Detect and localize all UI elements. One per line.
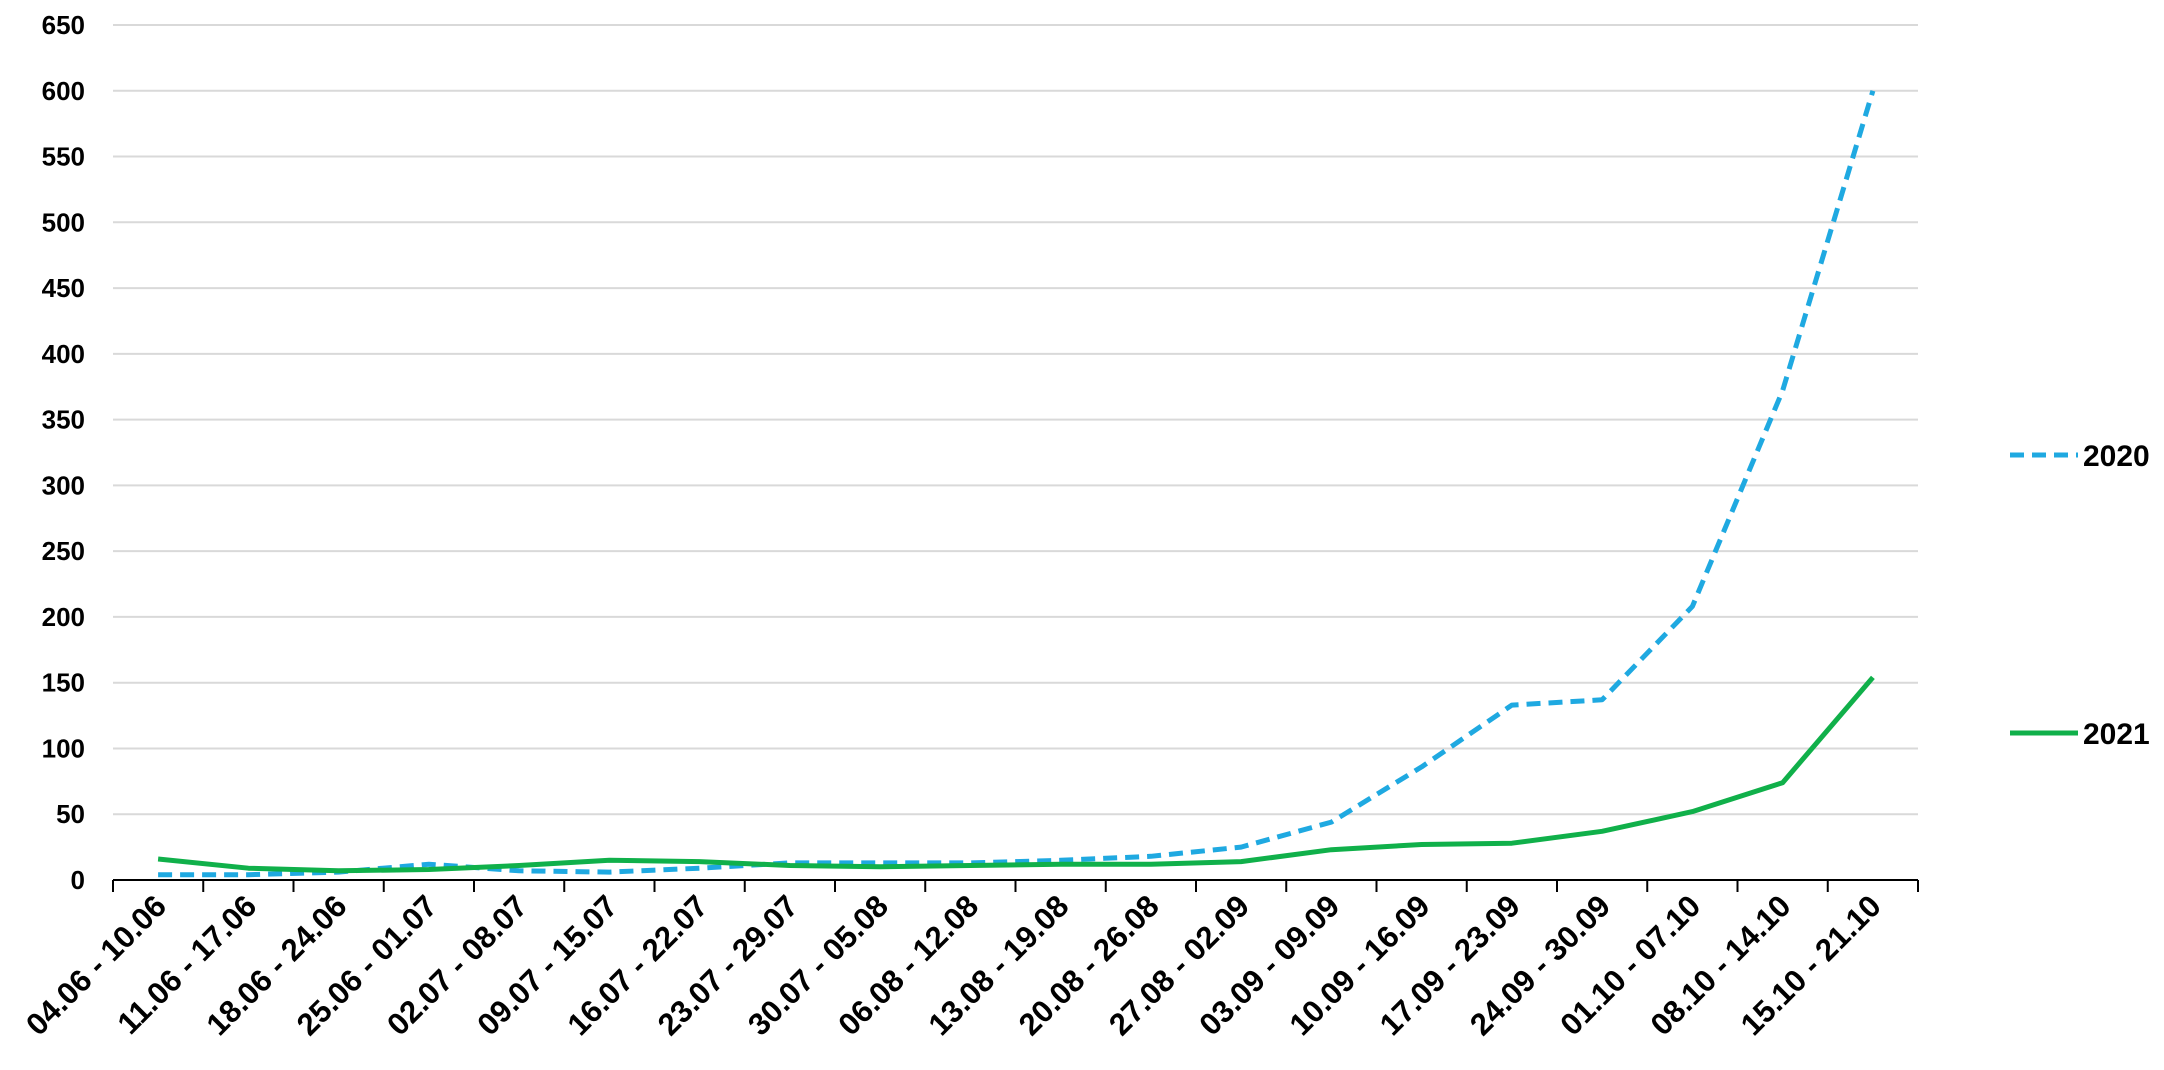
axes [112, 879, 1919, 892]
y-tick-label: 600 [42, 76, 85, 106]
series-lines [157, 90, 1876, 878]
series-line-2021 [157, 675, 1875, 874]
y-tick-label: 350 [42, 405, 85, 435]
y-axis-tick-labels: 0 50 100 150 200 250 300 350 400 450 500 550 600 650 [42, 10, 85, 895]
y-tick-label: 100 [42, 733, 85, 763]
legend-label-2020: 2020 [2083, 440, 2150, 473]
y-tick-label: 150 [42, 668, 85, 698]
y-tick-label: 300 [42, 470, 85, 500]
legend-label-2021: 2021 [2083, 718, 2150, 751]
y-tick-label: 200 [42, 602, 85, 632]
y-tick-label: 550 [42, 142, 85, 172]
y-tick-label: 250 [42, 536, 85, 566]
y-tick-label: 500 [42, 207, 85, 237]
legend: 2020 2021 [2010, 440, 2150, 751]
y-tick-label: 650 [42, 10, 85, 40]
gridlines [113, 24, 1918, 816]
y-tick-label: 400 [42, 339, 85, 369]
y-tick-label: 0 [71, 865, 85, 895]
y-tick-label: 450 [42, 273, 85, 303]
series-line-2020 [158, 90, 1876, 878]
y-tick-label: 50 [56, 799, 85, 829]
